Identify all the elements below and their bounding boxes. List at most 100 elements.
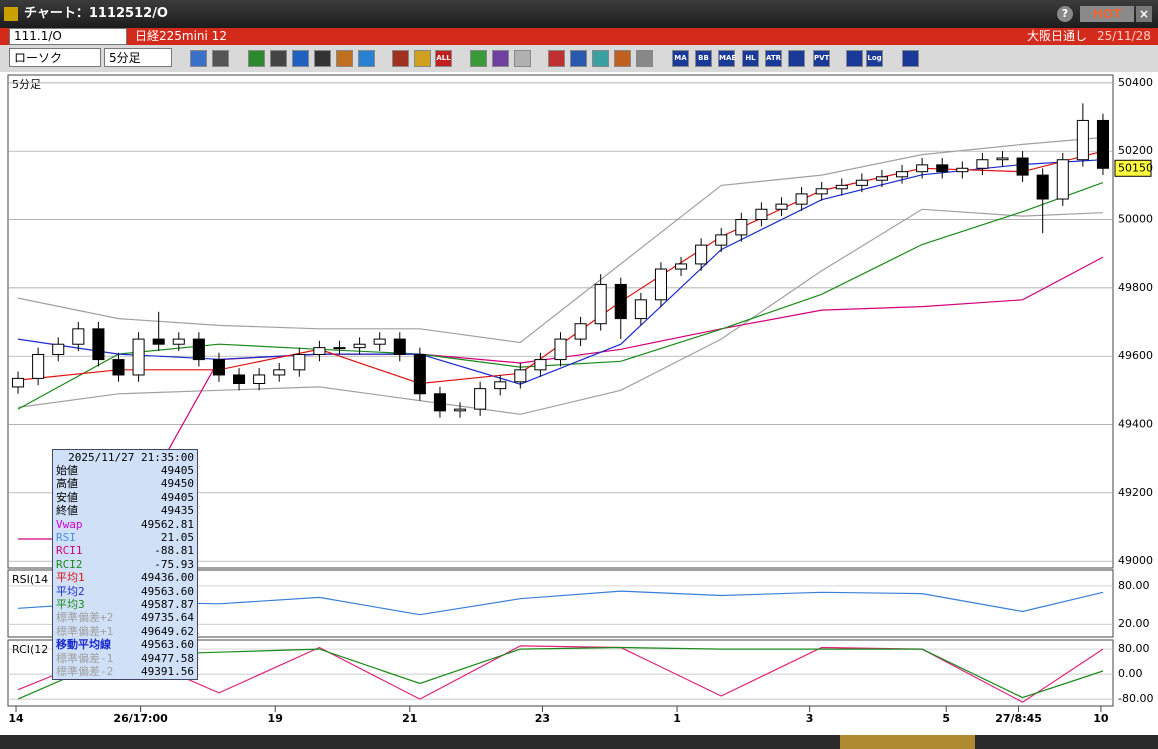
tool-button[interactable] [636,50,653,67]
candle-body [494,381,507,390]
indicator-line [17,646,1104,700]
candle-body [353,343,366,349]
info-value: -88.81 [154,544,194,558]
x-tick-label: 23 [535,712,550,725]
info-value: 49405 [160,464,194,477]
info-value: 49405 [160,490,194,504]
scrollbar[interactable] [0,735,1158,749]
symbol-name: 日経225mini 12 [135,29,227,43]
tool-button[interactable] [314,50,331,67]
tool-button[interactable] [358,50,375,67]
info-row: 移動平均線 49563.60 [56,638,194,651]
candle-body [916,164,929,173]
symbol-input[interactable]: 111.1/O [9,28,127,45]
info-label: 移動平均線 [56,638,111,652]
info-value: 49450 [160,477,194,491]
info-value: 49435 [160,504,194,518]
x-tick-label: 10 [1093,712,1109,725]
tool-button[interactable]: MAE [718,50,736,67]
info-row: 標準偏差-2 49391.56 [56,665,194,678]
candle-body [333,347,346,350]
candle-body [454,408,467,412]
candle-body [855,179,868,186]
tool-button[interactable] [570,50,587,67]
candle-body [534,359,547,371]
tool-button[interactable] [592,50,609,67]
x-tick-label: 21 [402,712,417,725]
close-button[interactable]: × [1136,6,1152,22]
tool-button[interactable] [614,50,631,67]
candle-body [614,283,627,320]
info-value: 49649.62 [141,624,194,638]
candle-body [554,338,567,361]
tool-button[interactable]: PVT [813,50,830,67]
tool-button[interactable] [902,50,919,67]
info-row: 平均3 49587.87 [56,598,194,611]
info-row: Vwap 49562.81 [56,518,194,531]
tool-button[interactable] [470,50,487,67]
tool-button[interactable] [514,50,531,67]
candle-body [32,353,45,379]
tool-button[interactable]: HL [742,50,759,67]
info-value: 49587.87 [141,598,194,612]
tool-button[interactable] [212,50,229,67]
candle-body [1056,159,1069,200]
tool-button[interactable] [846,50,863,67]
candle-body [112,359,125,376]
info-label: 標準偏差-2 [56,665,114,679]
candle-body [594,283,607,325]
tool-button[interactable]: ALL [435,50,452,67]
panel-title: 5分足 [12,78,41,91]
candle-body [795,193,808,205]
interval-select[interactable]: 5分足 [104,48,172,67]
candle-body [152,338,165,345]
candle-body [835,184,848,190]
candle-body [92,328,105,361]
candle-body [192,338,205,361]
tool-button[interactable]: ATR [765,50,782,67]
session: 大阪日通し [1027,29,1088,43]
info-row: 高値 49450 [56,477,194,490]
tool-button[interactable] [492,50,509,67]
candle-body [675,263,688,270]
info-label: 始値 [56,464,78,477]
candle-body [474,388,487,410]
candle-body [634,299,647,320]
tool-button[interactable] [392,50,409,67]
candle-body [775,203,788,210]
tool-button[interactable] [248,50,265,67]
info-label: 標準偏差+1 [56,624,114,638]
candle-body [172,338,185,345]
info-value: 49563.60 [141,638,194,652]
tool-button[interactable]: Log [866,50,883,67]
tool-button[interactable]: MA [672,50,689,67]
tool-button[interactable] [548,50,565,67]
indicator-line [17,645,1104,703]
y-tick-label: 20.00 [1118,617,1150,630]
tool-button[interactable] [788,50,805,67]
help-button[interactable]: ? [1057,6,1073,22]
info-row: 標準偏差+2 49735.64 [56,611,194,624]
info-label: Vwap [56,517,83,531]
y-tick-label: 50200 [1118,144,1153,157]
tool-button[interactable] [190,50,207,67]
tool-button[interactable] [336,50,353,67]
panel-title: RSI(14 [12,573,48,586]
panel-title: RCI(12 [12,643,48,656]
tool-button[interactable] [292,50,309,67]
tool-button[interactable] [270,50,287,67]
hot-button[interactable]: HOT [1080,6,1134,22]
info-row: 平均1 49436.00 [56,571,194,584]
tool-button[interactable]: BB [695,50,712,67]
info-value: -75.93 [154,557,194,571]
scroll-thumb[interactable] [840,735,975,749]
chart-type-select[interactable]: ローソク [9,48,101,67]
candle-body [1036,174,1049,200]
candle-body [433,393,446,412]
y-tick-label: 49400 [1118,418,1153,431]
tool-button[interactable] [414,50,431,67]
candle-body [1096,119,1109,169]
y-tick-label: 49200 [1118,486,1153,499]
info-label: 平均1 [56,571,85,585]
info-value: 49436.00 [141,571,194,585]
